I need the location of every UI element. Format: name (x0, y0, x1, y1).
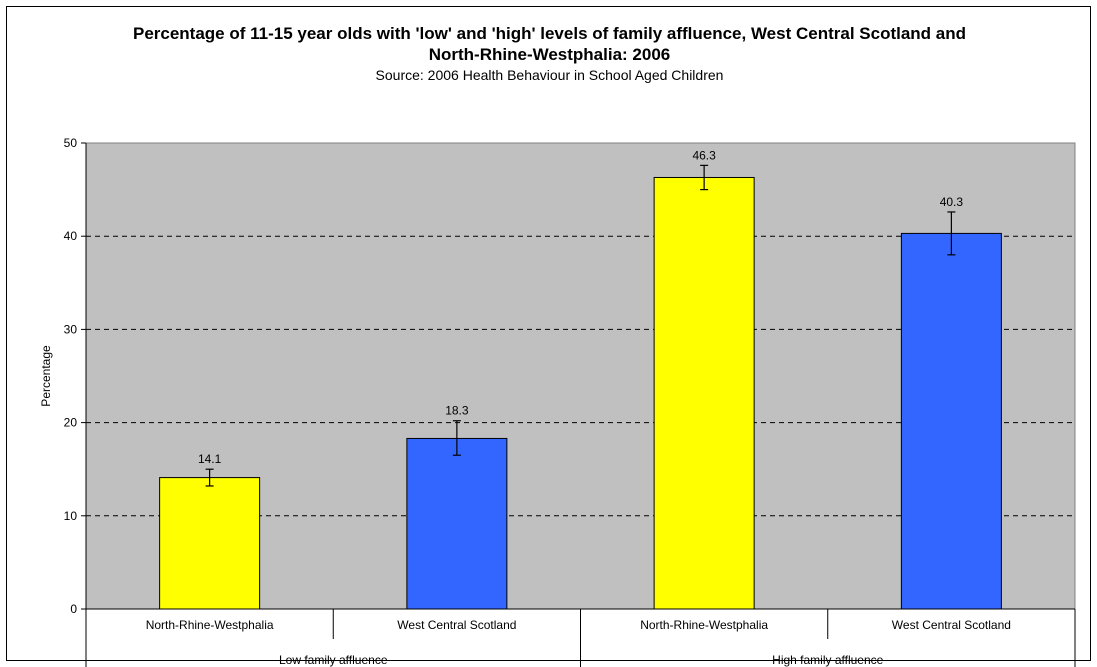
y-tick-label: 40 (64, 229, 78, 243)
y-axis-label: Percentage (39, 345, 53, 407)
y-tick-label: 20 (64, 416, 78, 430)
group-label: Low family affluence (279, 653, 388, 667)
y-tick-label: 10 (64, 509, 78, 523)
title-block: Percentage of 11-15 year olds with 'low'… (7, 23, 1092, 84)
x-tick-label: North-Rhine-Westphalia (640, 618, 768, 632)
y-tick-label: 0 (70, 602, 77, 616)
data-label: 14.1 (198, 452, 222, 466)
group-label: High family affluence (772, 653, 883, 667)
chart-title: Percentage of 11-15 year olds with 'low'… (132, 24, 967, 64)
x-tick-label: West Central Scotland (892, 618, 1011, 632)
x-tick-label: North-Rhine-Westphalia (146, 618, 274, 632)
data-label: 40.3 (940, 195, 964, 209)
data-label: 18.3 (445, 404, 469, 418)
chart-subtitle: Source: 2006 Health Behaviour in School … (375, 67, 724, 83)
y-tick-label: 30 (64, 322, 78, 336)
bar (406, 437, 508, 610)
y-tick-label: 50 (64, 136, 78, 150)
x-tick-label: West Central Scotland (397, 618, 516, 632)
bar (653, 176, 755, 610)
data-label: 46.3 (692, 148, 716, 162)
bar (900, 232, 1002, 610)
bar (159, 477, 261, 610)
